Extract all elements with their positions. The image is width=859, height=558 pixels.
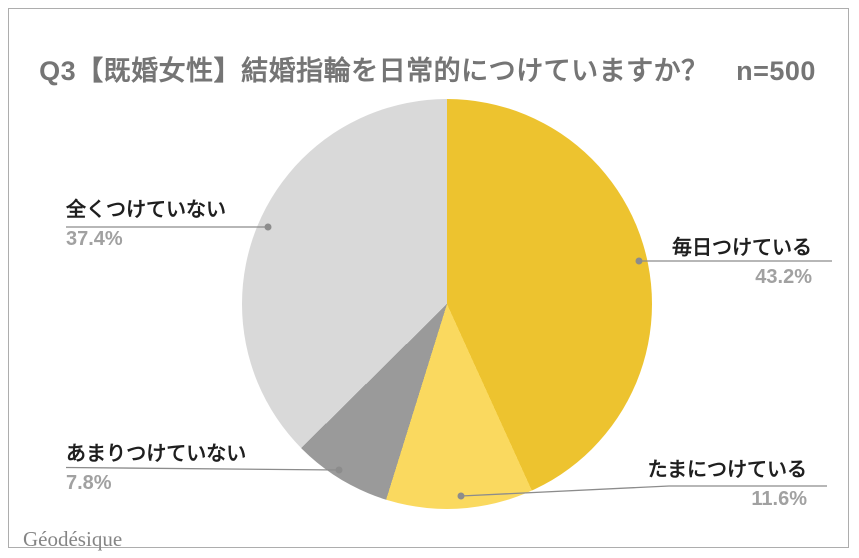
- slice-label-everyday: 毎日つけている: [672, 237, 812, 259]
- brand-text: Géodésique: [23, 527, 123, 551]
- callout-none: 全くつけていない 37.4%: [66, 199, 226, 250]
- slice-label-none: 全くつけていない: [66, 199, 226, 221]
- slice-percent-none: 37.4%: [66, 228, 123, 250]
- slice-label-rarely: あまりつけていない: [66, 443, 247, 465]
- chart-card: Q3【既婚女性】結婚指輪を日常的につけていますか？ n=500 全くつけていない…: [8, 8, 849, 551]
- slice-percent-rarely: 7.8%: [66, 472, 112, 494]
- callout-sometimes: たまにつけている 11.6%: [648, 459, 807, 510]
- pie-chart: [242, 99, 652, 509]
- callout-rarely: あまりつけていない 7.8%: [66, 443, 246, 494]
- slice-percent-everyday: 43.2%: [755, 266, 812, 288]
- callout-everyday: 毎日つけている 43.2%: [672, 237, 812, 288]
- slice-percent-sometimes: 11.6%: [751, 488, 807, 510]
- slice-label-sometimes: たまにつけている: [647, 459, 807, 481]
- chart-title: Q3【既婚女性】結婚指輪を日常的につけていますか？ n=500: [39, 56, 816, 86]
